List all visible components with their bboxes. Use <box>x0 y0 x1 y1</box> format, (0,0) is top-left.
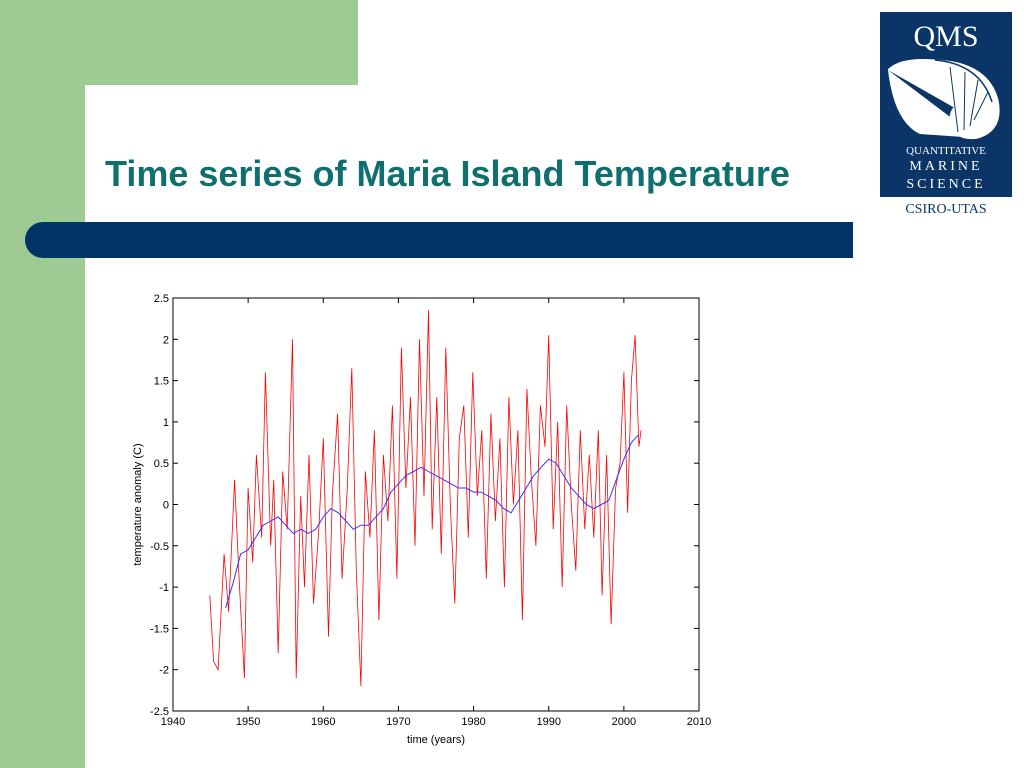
x-tick-label: 1970 <box>386 716 410 728</box>
sidebar-band <box>0 0 85 768</box>
y-tick-label: 0 <box>163 500 169 512</box>
nautilus-shell-icon <box>887 59 1000 140</box>
x-axis: 1940 1950 1960 1970 1980 1990 2000 2010 <box>161 298 711 728</box>
y-tick-label: -2 <box>159 665 169 677</box>
y-tick-label: -1 <box>159 582 169 594</box>
x-tick-label: 1960 <box>311 716 335 728</box>
page-title: Time series of Maria Island Temperature <box>105 153 790 194</box>
x-tick-label: 2000 <box>612 716 636 728</box>
y-tick-label: -1.5 <box>150 623 169 635</box>
y-tick-label: 0.5 <box>154 458 169 470</box>
title-divider <box>25 222 853 258</box>
x-tick-label: 1980 <box>461 716 485 728</box>
y-tick-label: -2.5 <box>150 706 169 718</box>
x-tick-label: 1940 <box>161 716 185 728</box>
smoothed-temperature-series <box>225 433 640 608</box>
x-tick-label: 2010 <box>687 716 711 728</box>
logo-line-1: QUANTITATIVE <box>906 145 986 157</box>
y-axis: 2.5 2 1.5 1 0.5 0 -0.5 -1 -1.5 -2 -2.5 <box>150 293 699 718</box>
content-corner <box>85 85 145 145</box>
temperature-chart: 2.5 2 1.5 1 0.5 0 -0.5 -1 -1.5 -2 -2.5 1940 1950 196… <box>132 293 711 746</box>
y-tick-label: -0.5 <box>150 541 169 553</box>
y-axis-label: temperature anomaly (C) <box>132 443 144 565</box>
logo-line-2: MARINE <box>909 159 982 174</box>
y-tick-label: 1 <box>163 417 169 429</box>
qms-logo: QMS QUANTITATIVE MARINE SCIENCE CSIRO-UT… <box>880 12 1012 217</box>
raw-temperature-series <box>209 310 642 687</box>
logo-footer: CSIRO-UTAS <box>905 202 986 217</box>
logo-line-3: SCIENCE <box>906 177 985 192</box>
plot-area <box>172 297 700 712</box>
x-axis-label: time (years) <box>407 734 465 746</box>
x-tick-label: 1950 <box>236 716 260 728</box>
header-band <box>85 0 358 85</box>
y-tick-label: 2.5 <box>154 293 169 305</box>
y-tick-label: 1.5 <box>154 376 169 388</box>
logo-brand: QMS <box>913 20 978 53</box>
y-tick-label: 2 <box>163 334 169 346</box>
x-tick-label: 1990 <box>536 716 560 728</box>
